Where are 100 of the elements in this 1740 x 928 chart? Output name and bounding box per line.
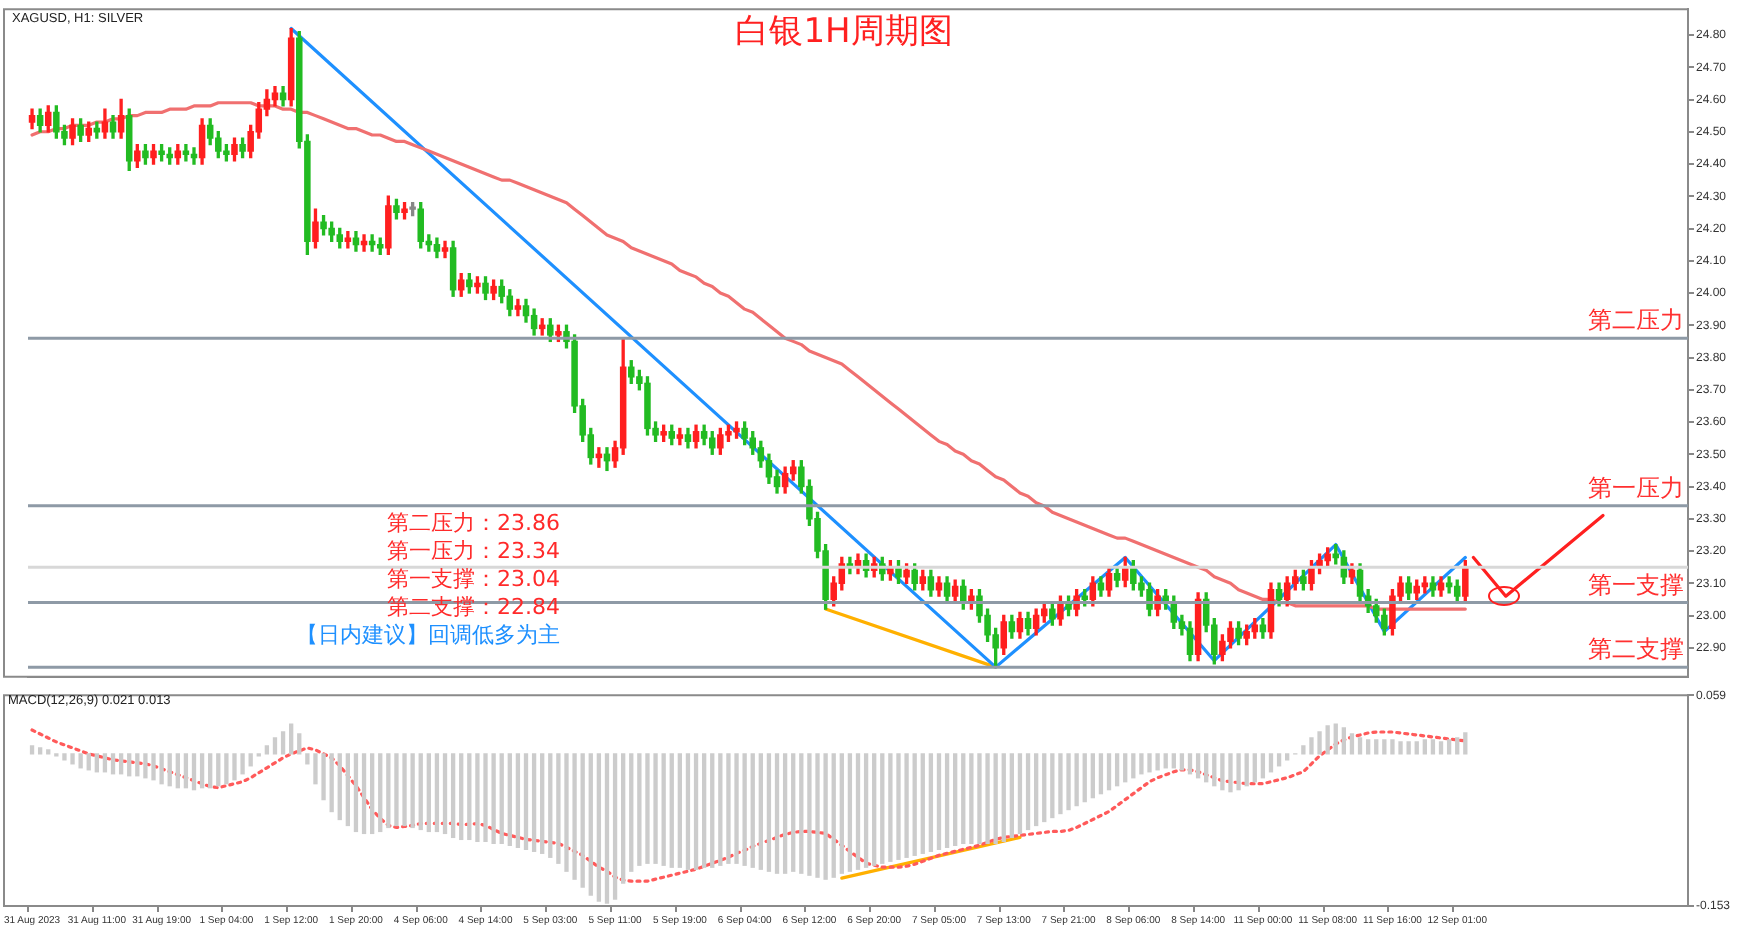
- bar: [515, 753, 521, 848]
- bar: [78, 753, 83, 769]
- bar: [750, 753, 755, 868]
- bar: [920, 753, 925, 854]
- annotation: 第一支撑：23.04: [385, 566, 560, 594]
- bar: [693, 753, 699, 870]
- bar: [540, 753, 545, 854]
- bar: [1187, 753, 1193, 775]
- bar: [1357, 737, 1363, 755]
- bar: [102, 753, 108, 773]
- bar: [831, 753, 836, 878]
- bar: [1268, 753, 1274, 773]
- bar: [928, 753, 934, 852]
- bar: [143, 753, 148, 779]
- bar: [1163, 753, 1168, 769]
- bar: [872, 753, 877, 866]
- bar: [1463, 732, 1468, 755]
- bar: [297, 733, 302, 755]
- bar: [944, 753, 950, 848]
- bar: [1414, 741, 1419, 755]
- bar: [1025, 753, 1031, 831]
- bar: [337, 753, 342, 821]
- bar: [839, 753, 844, 874]
- bar: [208, 753, 213, 789]
- annotation: 第一压力：23.34: [385, 538, 560, 566]
- bar: [1204, 753, 1209, 783]
- bar: [961, 753, 966, 845]
- bar: [127, 753, 132, 777]
- bar: [596, 753, 602, 902]
- bar: [1179, 753, 1185, 771]
- bar: [46, 749, 51, 755]
- bar: [1017, 753, 1023, 835]
- bar: [1422, 739, 1427, 755]
- bar: [523, 753, 529, 850]
- bar: [1276, 753, 1282, 767]
- line-series: [30, 728, 1467, 883]
- bar: [1131, 753, 1136, 779]
- bar: [1090, 753, 1095, 799]
- bar: [361, 753, 367, 835]
- annotation: 【日内建议】回调低多为主: [296, 622, 560, 650]
- bar: [240, 753, 245, 775]
- bar: [758, 753, 763, 870]
- bar: [880, 753, 885, 864]
- bar: [110, 753, 116, 775]
- bar: [459, 753, 464, 841]
- bar: [685, 753, 691, 870]
- ref-line-label: 第二支撑: [1588, 635, 1684, 664]
- bar: [710, 753, 715, 868]
- bar: [1365, 739, 1371, 755]
- bar: [1098, 753, 1104, 795]
- bar: [199, 753, 205, 789]
- bar: [1430, 739, 1436, 755]
- bar: [847, 753, 853, 872]
- bar: [248, 753, 253, 767]
- bar: [1195, 753, 1201, 779]
- bar: [863, 753, 869, 868]
- bar: [369, 753, 375, 835]
- bar: [1260, 753, 1266, 779]
- bar: [289, 723, 294, 755]
- bar: [1042, 753, 1047, 823]
- bar: [499, 753, 504, 845]
- bar: [191, 753, 197, 791]
- ref-line-label: 第二压力: [1588, 306, 1684, 335]
- bar: [1114, 753, 1120, 787]
- bar: [1374, 739, 1379, 755]
- ref-line-label: 第一支撑: [1588, 570, 1684, 599]
- bar: [86, 753, 91, 771]
- bar: [442, 753, 448, 835]
- bar: [1301, 745, 1306, 755]
- bar: [774, 753, 780, 874]
- bar: [37, 747, 43, 755]
- bar: [175, 753, 180, 789]
- bar: [378, 753, 383, 833]
- bar: [855, 753, 861, 870]
- bar: [1033, 753, 1039, 827]
- bar: [701, 753, 707, 868]
- bar: [799, 753, 804, 874]
- bar: [167, 753, 172, 787]
- bar: [1341, 727, 1347, 755]
- bar: [531, 753, 537, 852]
- bar: [1009, 753, 1015, 839]
- bar: [669, 753, 674, 868]
- ref-line-label: 第一压力: [1588, 474, 1684, 503]
- bar: [1244, 753, 1249, 787]
- bar: [953, 753, 958, 847]
- bar: [791, 753, 796, 872]
- bar: [612, 753, 618, 900]
- bar: [280, 731, 286, 755]
- bar: [1438, 741, 1444, 755]
- bar: [1123, 753, 1128, 783]
- bar: [1333, 723, 1338, 755]
- bar: [1082, 753, 1087, 803]
- bar: [1171, 753, 1176, 769]
- bar: [507, 753, 512, 847]
- bar: [467, 753, 472, 841]
- bar: [936, 753, 942, 850]
- annotation: 第二支撑：22.84: [385, 594, 560, 622]
- bar: [434, 753, 440, 833]
- bar: [94, 753, 99, 773]
- annotation: 第二压力：23.86: [385, 510, 560, 538]
